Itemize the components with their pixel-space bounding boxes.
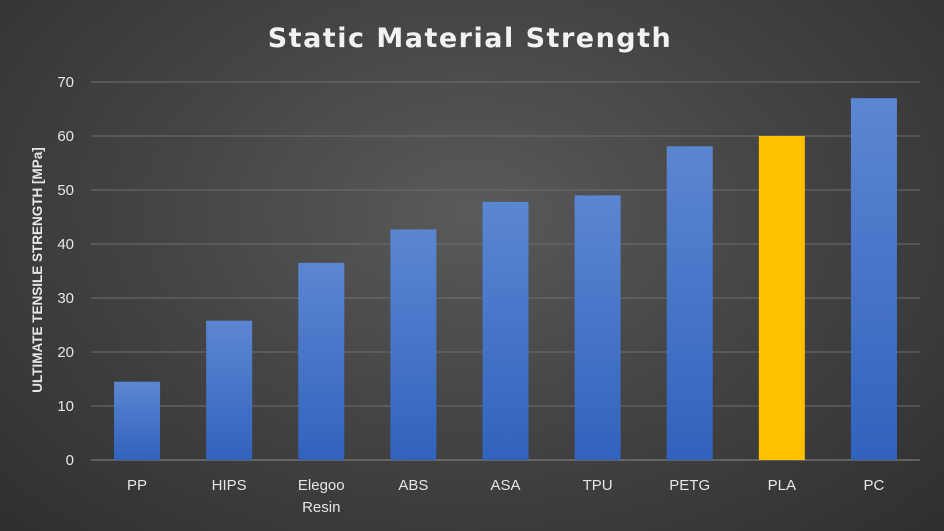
x-tick-label: TPU: [583, 477, 613, 494]
bar-pc: [850, 98, 897, 460]
bar-elegoo-resin: [298, 262, 345, 460]
y-tick-label: 30: [57, 290, 74, 307]
x-tick-label: PLA: [768, 477, 796, 494]
bar-hips: [206, 320, 253, 460]
x-tick-label: HIPS: [212, 477, 247, 494]
bar-abs: [390, 229, 437, 460]
x-axis-ticks: PP HIPS Elegoo Resin ABS ASA TPU PETG PLA PC: [127, 477, 884, 516]
y-tick-label: 10: [57, 398, 74, 415]
y-tick-label: 70: [57, 74, 74, 91]
chart-title: Static Material Strength: [268, 23, 673, 54]
bar-tpu: [574, 195, 621, 460]
x-tick-label: ABS: [398, 477, 428, 494]
bars: [114, 98, 897, 460]
bar-pp: [114, 381, 161, 460]
bar-petg: [666, 146, 713, 460]
x-tick-label: ASA: [490, 477, 520, 494]
y-axis-label: ULTIMATE TENSILE STRENGTH [MPa]: [30, 147, 45, 393]
x-tick-label: PC: [864, 477, 885, 494]
bar-asa: [482, 201, 529, 460]
y-tick-label: 50: [57, 182, 74, 199]
x-tick-label: Elegoo Resin: [298, 477, 345, 516]
y-tick-label: 60: [57, 128, 74, 145]
y-tick-label: 0: [66, 452, 74, 469]
bar-pla: [758, 136, 805, 460]
y-tick-label: 40: [57, 236, 74, 253]
x-tick-label: PP: [127, 477, 147, 494]
x-tick-label: PETG: [669, 477, 710, 494]
y-tick-label: 20: [57, 344, 74, 361]
y-axis-ticks: 0 10 20 30 40 50 60 70: [57, 74, 74, 469]
